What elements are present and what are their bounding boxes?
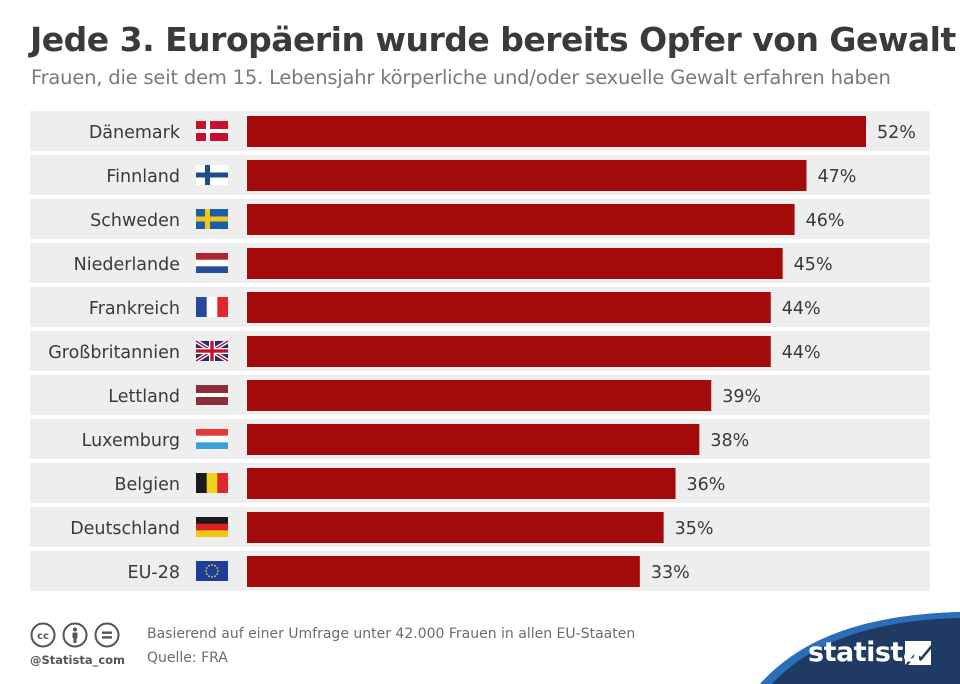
statista-logo-icon (905, 641, 931, 665)
statista-brand: statista (808, 637, 921, 668)
value-label: 45% (794, 255, 833, 275)
footer-source: Quelle: FRA (147, 650, 228, 666)
value-label: 47% (817, 167, 856, 187)
bar-10 (247, 556, 640, 587)
nd-equals-icon (94, 622, 120, 648)
bar-8 (247, 468, 676, 499)
value-label: 38% (710, 431, 749, 451)
bar-3 (247, 248, 783, 279)
category-label: Lettland (108, 387, 180, 407)
category-label: Luxemburg (82, 431, 180, 451)
by-attribution-icon (62, 622, 88, 648)
svg-text:cc: cc (37, 631, 49, 642)
bar-1 (247, 160, 807, 191)
category-label: Belgien (115, 475, 180, 495)
cc-icon: cc (30, 622, 56, 648)
bar-0 (247, 116, 866, 147)
category-label: Finnland (106, 167, 180, 187)
value-label: 44% (782, 299, 821, 319)
chart-title: Jede 3. Europäerin wurde bereits Opfer v… (30, 20, 956, 59)
footer-note: Basierend auf einer Umfrage unter 42.000… (147, 626, 636, 642)
value-label: 46% (806, 211, 845, 231)
bar-5 (247, 336, 771, 367)
category-label: Dänemark (89, 123, 181, 143)
value-label: 39% (722, 387, 761, 407)
bar-9 (247, 512, 664, 543)
category-label: Großbritannien (48, 343, 180, 363)
statista-handle: @Statista_com (30, 653, 126, 667)
bar-2 (247, 204, 795, 235)
value-label: 52% (877, 123, 916, 143)
bar-7 (247, 424, 700, 455)
value-label: 35% (675, 519, 714, 539)
category-label: Frankreich (89, 299, 180, 319)
bar-4 (247, 292, 771, 323)
category-label: Deutschland (70, 519, 180, 539)
value-label: 44% (782, 343, 821, 363)
license-icons: cc (30, 622, 120, 648)
value-label: 33% (651, 563, 690, 583)
category-label: Niederlande (74, 255, 180, 275)
category-label: EU-28 (128, 563, 180, 583)
chart-subtitle: Frauen, die seit dem 15. Lebensjahr körp… (31, 66, 891, 89)
value-label: 36% (687, 475, 726, 495)
category-label: Schweden (90, 211, 180, 231)
bar-6 (247, 380, 712, 411)
